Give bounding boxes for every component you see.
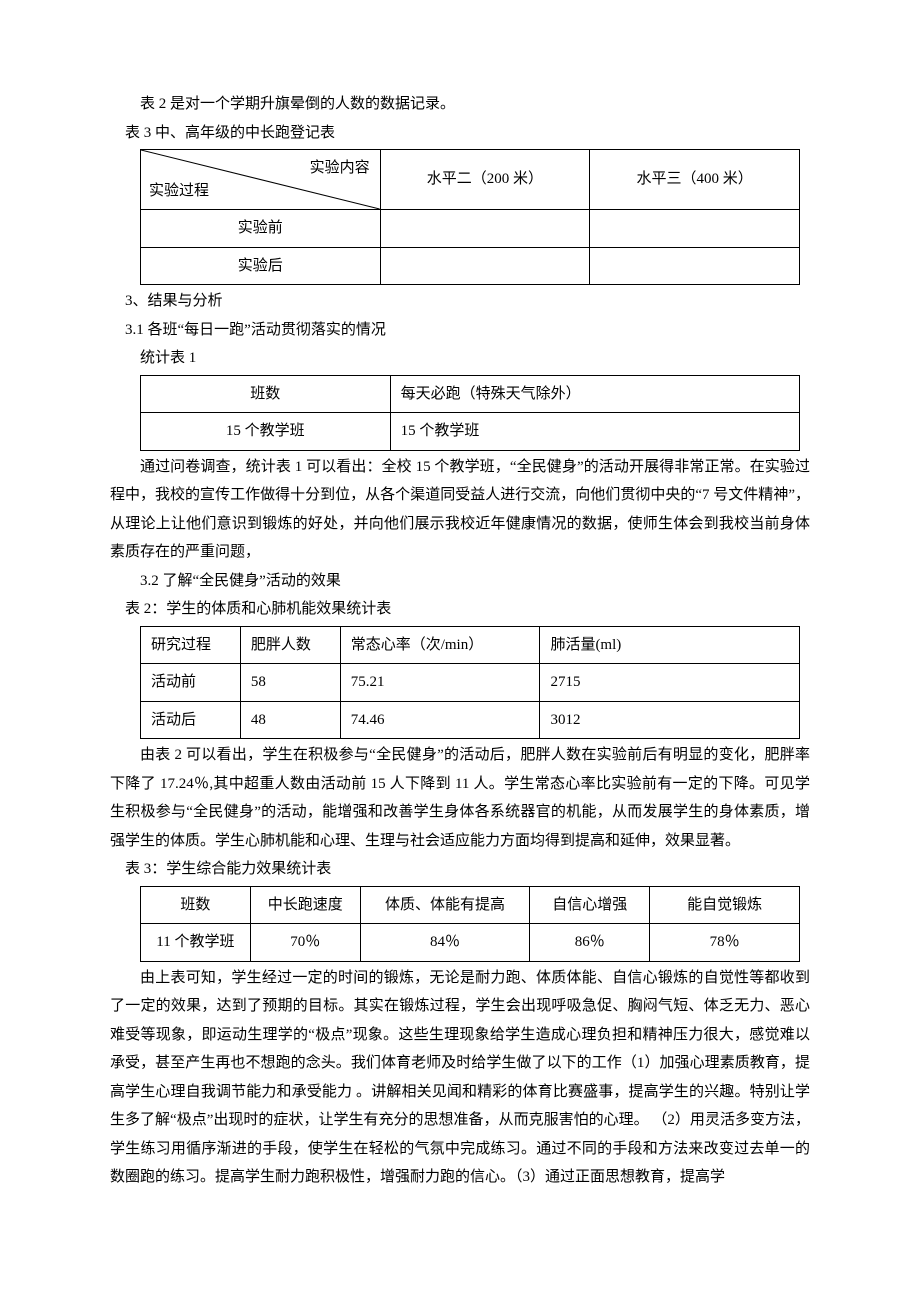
col-classes: 班数 [141,886,251,924]
cell: 58 [240,664,340,702]
para-3-3: 由上表可知，学生经过一定的时间的锻炼，无论是耐力跑、体质体能、自信心锻炼的自觉性… [110,964,810,1192]
table-row: 研究过程 肥胖人数 常态心率（次/min） 肺活量(ml) [141,626,800,664]
cell: 84％ [360,924,530,962]
cell: 3012 [540,701,800,739]
table-row: 实验后 [141,247,800,285]
cell: 75.21 [340,664,540,702]
cell: 15 个教学班 [390,413,799,451]
col-obese: 肥胖人数 [240,626,340,664]
col-selftrain: 能自觉锻炼 [650,886,800,924]
section-3-heading: 3、结果与分析 [110,287,810,316]
table-row: 班数 中长跑速度 体质、体能有提高 自信心增强 能自觉锻炼 [141,886,800,924]
cell: 48 [240,701,340,739]
col-heartrate: 常态心率（次/min） [340,626,540,664]
col-daily-run: 每天必跑（特殊天气除外） [390,375,799,413]
cell: 74.46 [340,701,540,739]
cell [590,247,800,285]
table-3-ability: 班数 中长跑速度 体质、体能有提高 自信心增强 能自觉锻炼 11 个教学班 70… [140,886,800,962]
diagonal-header-cell: 实验内容 实验过程 [141,150,381,210]
table-2-physique: 研究过程 肥胖人数 常态心率（次/min） 肺活量(ml) 活动前 58 75.… [140,626,800,740]
cell: 70％ [250,924,360,962]
stats-table-1: 班数 每天必跑（特殊天气除外） 15 个教学班 15 个教学班 [140,375,800,451]
cell: 78％ [650,924,800,962]
table-row: 实验内容 实验过程 水平二（200 米） 水平三（400 米） [141,150,800,210]
hdr-process: 实验过程 [149,177,209,206]
cell: 86％ [530,924,650,962]
table-2-title: 表 2：学生的体质和心肺机能效果统计表 [110,595,810,624]
page-body: 表 2 是对一个学期升旗晕倒的人数的数据记录。 表 3 中、高年级的中长跑登记表… [0,0,920,1252]
cell [380,247,590,285]
col-level-3: 水平三（400 米） [590,150,800,210]
col-vital-capacity: 肺活量(ml) [540,626,800,664]
cell: 2715 [540,664,800,702]
cell: 15 个教学班 [141,413,391,451]
section-3-2-heading: 3.2 了解“全民健身”活动的效果 [110,567,810,596]
table-row: 活动后 48 74.46 3012 [141,701,800,739]
para-3-2: 由表 2 可以看出，学生在积极参与“全民健身”的活动后，肥胖人数在实验前后有明显… [110,741,810,855]
cell: 11 个教学班 [141,924,251,962]
table-row: 班数 每天必跑（特殊天气除外） [141,375,800,413]
col-process: 研究过程 [141,626,241,664]
col-confidence: 自信心增强 [530,886,650,924]
intro-line: 表 2 是对一个学期升旗晕倒的人数的数据记录。 [110,90,810,119]
col-physique: 体质、体能有提高 [360,886,530,924]
table-3-title: 表 3 中、高年级的中长跑登记表 [110,119,810,148]
col-speed: 中长跑速度 [250,886,360,924]
cell: 活动前 [141,664,241,702]
para-3-1: 通过问卷调查，统计表 1 可以看出：全校 15 个教学班，“全民健身”的活动开展… [110,453,810,567]
table-3-running-log: 实验内容 实验过程 水平二（200 米） 水平三（400 米） 实验前 实验后 [140,149,800,285]
table-row: 15 个教学班 15 个教学班 [141,413,800,451]
row-before: 实验前 [141,210,381,248]
cell: 活动后 [141,701,241,739]
col-classes: 班数 [141,375,391,413]
table-row: 实验前 [141,210,800,248]
table-row: 11 个教学班 70％ 84％ 86％ 78％ [141,924,800,962]
section-3-1-heading: 3.1 各班“每日一跑”活动贯彻落实的情况 [110,316,810,345]
cell [590,210,800,248]
hdr-content: 实验内容 [310,154,370,183]
stats-table-1-title: 统计表 1 [110,344,810,373]
row-after: 实验后 [141,247,381,285]
table-row: 活动前 58 75.21 2715 [141,664,800,702]
col-level-2: 水平二（200 米） [380,150,590,210]
cell [380,210,590,248]
table-3b-title: 表 3：学生综合能力效果统计表 [110,855,810,884]
